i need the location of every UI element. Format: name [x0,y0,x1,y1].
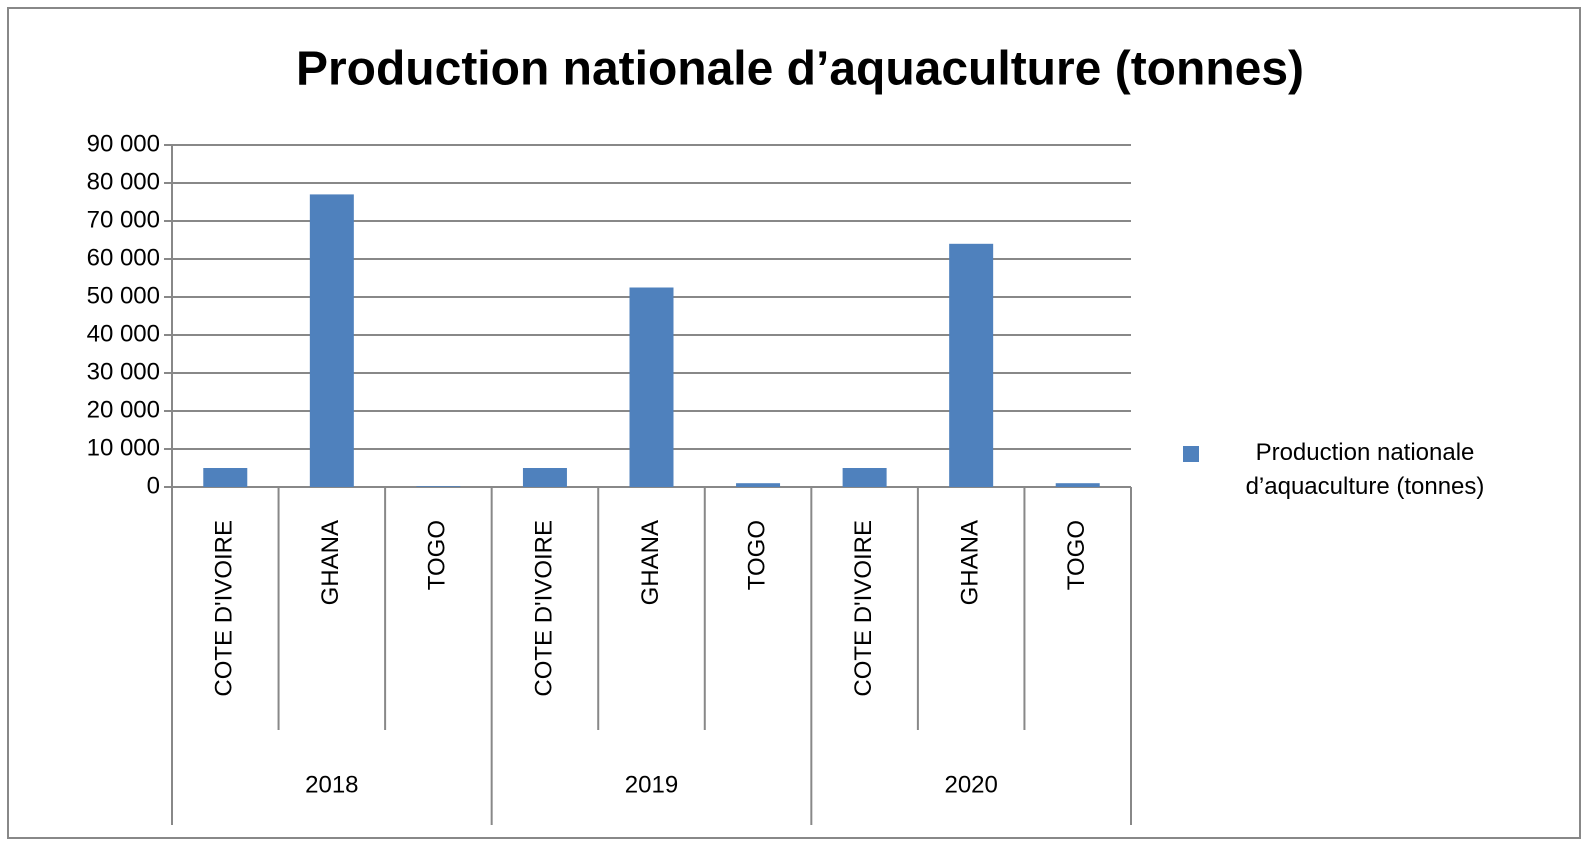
x-tick-label: TOGO [424,520,451,590]
x-tick-label: COTE D'IVOIRE [530,520,557,697]
group-label: 2020 [944,771,997,798]
y-tick-label: 0 [147,472,160,499]
group-label: 2019 [625,771,678,798]
y-tick-label: 50 000 [87,282,160,309]
x-tick-label: COTE D'IVOIRE [850,520,877,697]
bar [416,486,461,487]
y-tick-label: 80 000 [87,168,160,195]
legend-swatch [1183,446,1199,462]
bar [1055,483,1100,487]
y-tick-label: 60 000 [87,244,160,271]
y-tick-label: 20 000 [87,396,160,423]
x-tick-label: GHANA [317,520,344,605]
x-tick-label: TOGO [743,520,770,590]
y-tick-label: 70 000 [87,206,160,233]
bar [736,483,781,487]
x-tick-label: COTE D'IVOIRE [211,520,238,697]
bar [203,468,248,487]
bar [842,468,887,487]
y-tick-label: 40 000 [87,320,160,347]
y-tick-label: 30 000 [87,358,160,385]
y-tick-label: 10 000 [87,434,160,461]
group-label: 2018 [305,771,358,798]
y-tick-label: 90 000 [87,130,160,157]
legend-label: Production nationale d’aquaculture (tonn… [1245,439,1485,500]
chart-title: Production nationale d’aquaculture (tonn… [296,43,1304,96]
chart-border [7,7,1581,839]
x-tick-label: TOGO [1063,520,1090,590]
bar [309,194,354,487]
bar [629,287,674,487]
x-tick-label: GHANA [957,520,984,605]
bar [522,468,567,487]
x-tick-label: GHANA [637,520,664,605]
bar [949,243,994,487]
